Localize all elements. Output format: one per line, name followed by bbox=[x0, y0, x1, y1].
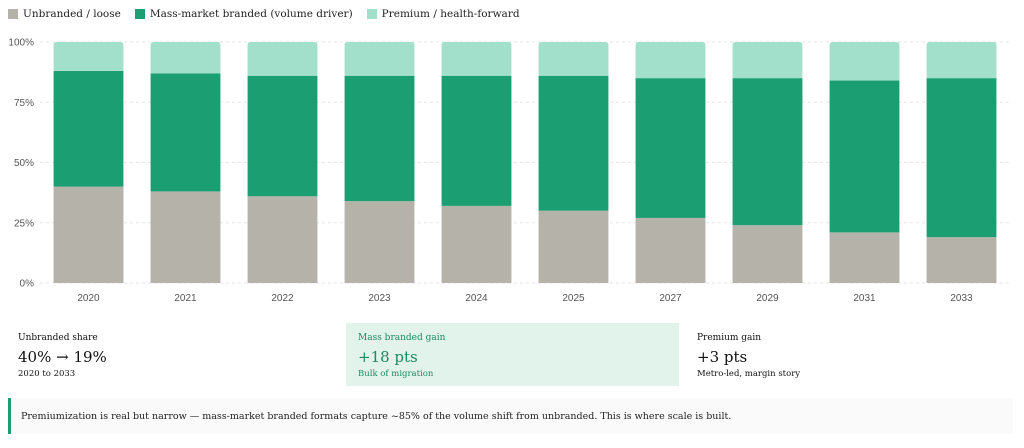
legend-label-unbranded: Unbranded / loose bbox=[23, 8, 121, 20]
stat-mass-label: Mass branded gain bbox=[358, 333, 446, 343]
y-tick-label: 75% bbox=[14, 98, 34, 109]
x-tick-label: 2027 bbox=[659, 293, 682, 304]
x-tick-label: 2024 bbox=[465, 293, 488, 304]
legend-label-premium: Premium / health-forward bbox=[381, 8, 520, 20]
bar-segment bbox=[344, 201, 415, 283]
bar-segment bbox=[53, 186, 124, 283]
y-tick-label: 0% bbox=[20, 279, 35, 290]
bar-segment bbox=[732, 42, 803, 79]
stacked-bar-chart: 0% 25% 50% 75% 100% 2020 2021 2022 2023 2024 2025 2… bbox=[8, 38, 1010, 304]
stat-premium-label: Premium gain bbox=[697, 333, 762, 343]
bar-segment bbox=[441, 205, 512, 283]
bar-segment bbox=[150, 42, 221, 74]
legend-item-mass: Mass-market branded (volume driver) bbox=[134, 8, 353, 20]
bar-segment bbox=[247, 196, 318, 283]
y-tick-label: 25% bbox=[14, 218, 34, 229]
bar-segment bbox=[926, 237, 997, 283]
x-tick-label: 2021 bbox=[174, 293, 197, 304]
bar-segment bbox=[926, 42, 997, 79]
bar-segment bbox=[732, 225, 803, 283]
bar-segment bbox=[829, 232, 900, 283]
x-tick-label: 2022 bbox=[271, 293, 294, 304]
bar-segment bbox=[538, 75, 609, 211]
stat-mass-value: +18 pts bbox=[358, 348, 418, 366]
legend-label-mass: Mass-market branded (volume driver) bbox=[149, 8, 353, 20]
x-tick-label: 2025 bbox=[562, 293, 585, 304]
legend-item-premium: Premium / health-forward bbox=[366, 8, 520, 20]
bar-segment bbox=[441, 75, 512, 206]
bar-segment bbox=[53, 70, 124, 187]
legend-swatch-unbranded bbox=[8, 9, 18, 19]
bar-segment bbox=[635, 42, 706, 79]
bar-segment bbox=[538, 210, 609, 283]
bar-segment bbox=[150, 191, 221, 283]
bar-segment bbox=[247, 42, 318, 76]
chart-legend: Unbranded / loose Mass-market branded (v… bbox=[8, 8, 520, 20]
y-tick-label: 50% bbox=[14, 158, 34, 169]
legend-item-unbranded: Unbranded / loose bbox=[8, 8, 121, 20]
bar-segment bbox=[635, 217, 706, 283]
x-tick-label: 2020 bbox=[77, 293, 100, 304]
bar-segment bbox=[441, 42, 512, 76]
y-tick-label: 100% bbox=[8, 38, 34, 49]
bar-segment bbox=[926, 78, 997, 238]
stat-unbranded-label: Unbranded share bbox=[18, 333, 98, 343]
stat-mass-sub: Bulk of migration bbox=[358, 369, 434, 379]
bar-segment bbox=[538, 42, 609, 76]
bar-segment bbox=[344, 75, 415, 202]
stat-premium-sub: Metro-led, margin story bbox=[697, 369, 801, 379]
legend-swatch-premium bbox=[366, 9, 377, 19]
bar-segment bbox=[829, 42, 900, 81]
legend-swatch-mass bbox=[134, 9, 145, 19]
bar-segment bbox=[247, 75, 318, 197]
bar-segment bbox=[344, 42, 415, 76]
stat-unbranded-value: 40% → 19% bbox=[18, 348, 107, 366]
bar-segment bbox=[635, 78, 706, 218]
stat-premium-value: +3 pts bbox=[697, 348, 748, 366]
stat-unbranded-sub: 2020 to 2033 bbox=[18, 369, 76, 379]
insight-note-text: Premiumization is real but narrow — mass… bbox=[21, 410, 732, 422]
x-tick-label: 2029 bbox=[756, 293, 779, 304]
bar-segment bbox=[53, 42, 124, 71]
insight-note: Premiumization is real but narrow — mass… bbox=[8, 398, 1013, 434]
bar-segment bbox=[150, 73, 221, 192]
x-tick-label: 2033 bbox=[950, 293, 973, 304]
stat-unbranded: Unbranded share 40% → 19% 2020 to 2033 bbox=[8, 323, 338, 386]
x-tick-label: 2023 bbox=[368, 293, 391, 304]
x-tick-label: 2031 bbox=[853, 293, 876, 304]
bar-segment bbox=[732, 78, 803, 226]
stats-row: Unbranded share 40% → 19% 2020 to 2033 M… bbox=[8, 323, 1013, 386]
stat-premium: Premium gain +3 pts Metro-led, margin st… bbox=[687, 323, 1013, 386]
bar-segment bbox=[829, 80, 900, 233]
stat-mass: Mass branded gain +18 pts Bulk of migrat… bbox=[346, 323, 679, 386]
